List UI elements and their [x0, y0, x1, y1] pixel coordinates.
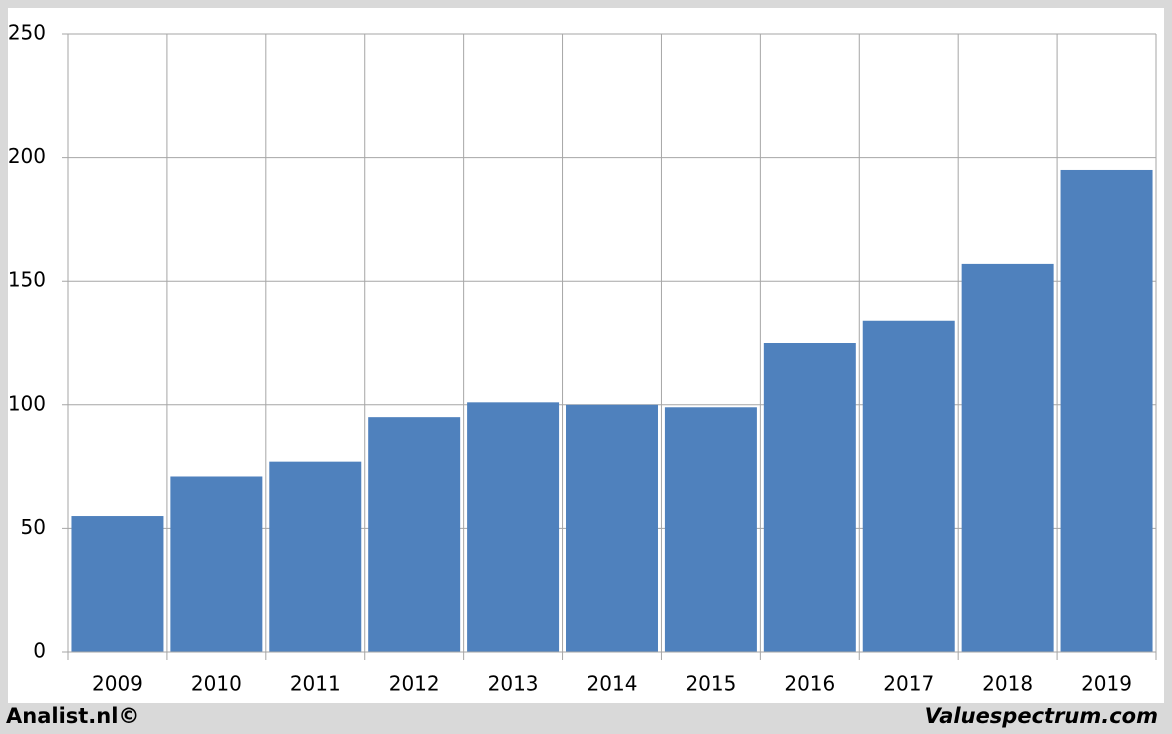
bar [763, 343, 856, 652]
x-tick-label: 2015 [685, 672, 736, 696]
x-tick-label: 2010 [191, 672, 242, 696]
x-tick-label: 2011 [290, 672, 341, 696]
x-tick-label: 2014 [587, 672, 638, 696]
y-tick-label: 250 [8, 21, 46, 45]
y-tick-label: 200 [8, 144, 46, 168]
x-tick-label: 2013 [488, 672, 539, 696]
bar [1060, 169, 1153, 652]
y-tick-label: 50 [21, 515, 46, 539]
bar [467, 402, 560, 652]
footer-left: Analist.nl© [6, 704, 139, 728]
footer-right: Valuespectrum.com [925, 704, 1158, 728]
x-tick-label: 2016 [784, 672, 835, 696]
bar [664, 407, 757, 652]
y-tick-label: 100 [8, 391, 46, 415]
x-tick-label: 2017 [883, 672, 934, 696]
y-tick-label: 0 [33, 639, 46, 663]
y-tick-label: 150 [8, 268, 46, 292]
x-tick-label: 2009 [92, 672, 143, 696]
bar [368, 417, 461, 652]
x-tick-label: 2012 [389, 672, 440, 696]
bar [71, 516, 164, 652]
bar [862, 320, 955, 652]
bar [961, 263, 1054, 652]
bar [566, 404, 658, 652]
x-tick-label: 2018 [982, 672, 1033, 696]
bar [170, 476, 263, 652]
bar [269, 461, 362, 652]
x-tick-label: 2019 [1081, 672, 1132, 696]
